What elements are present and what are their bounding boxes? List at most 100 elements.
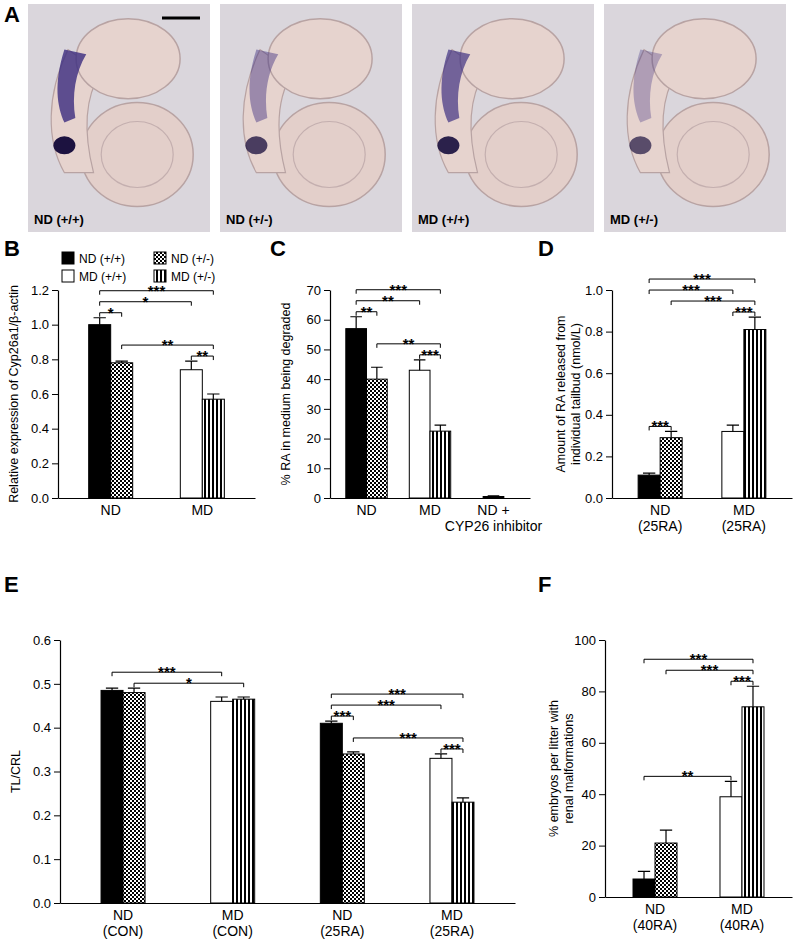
bar xyxy=(320,723,342,903)
y-tick: 0.8 xyxy=(585,324,612,339)
y-tick: 0.2 xyxy=(33,808,60,823)
x-axis: ND(40RA)MD(40RA) xyxy=(606,897,793,933)
y-tick: 60 xyxy=(307,312,330,327)
y-tick: 0 xyxy=(589,890,605,905)
x-tick: ND xyxy=(356,498,376,518)
y-tick: 100 xyxy=(574,633,605,648)
y-tick: 0.6 xyxy=(31,387,58,402)
y-tick-label: 0.0 xyxy=(33,896,51,911)
y-tick: 0.4 xyxy=(31,421,58,436)
bar xyxy=(202,399,224,498)
y-tick-mark xyxy=(52,498,58,499)
embryo-tail-inner xyxy=(293,121,365,187)
embryo-head xyxy=(76,19,180,99)
error-bar xyxy=(347,752,359,754)
panel-label: F xyxy=(538,572,551,597)
error-bar xyxy=(106,688,118,690)
x-axis: NDMDND +CYP26 inhibitor xyxy=(331,498,543,534)
significance-label: *** xyxy=(443,740,461,757)
y-tick-mark xyxy=(54,728,60,729)
error-bar xyxy=(747,686,759,707)
y-tick-label: 40 xyxy=(307,372,321,387)
y-tick-mark xyxy=(54,772,60,773)
significance-label: *** xyxy=(651,417,669,434)
x-tick-label: MD(CON) xyxy=(212,907,252,939)
y-tick-mark xyxy=(324,349,330,350)
y-tick-mark xyxy=(606,373,612,374)
x-tick-label: MD xyxy=(419,502,441,518)
y-tick-label: 0.1 xyxy=(33,852,51,867)
significance-annotations: ********* xyxy=(100,282,214,364)
y-tick-label: 1.0 xyxy=(31,317,49,332)
y-tick-label: 0.2 xyxy=(31,456,49,471)
y-tick-label: 0.0 xyxy=(585,491,603,506)
significance-label: * xyxy=(186,674,192,691)
significance-label: ** xyxy=(162,336,174,353)
bar xyxy=(111,363,133,498)
significance-label: *** xyxy=(693,270,711,287)
y-axis-title: % RA in medium being degraded xyxy=(279,303,293,486)
error-bar xyxy=(94,318,106,325)
error-bar xyxy=(207,394,219,399)
x-axis-line xyxy=(613,498,793,499)
y-tick-label: 30 xyxy=(307,402,321,417)
y-tick: 0.2 xyxy=(585,449,612,464)
y-tick: 0.6 xyxy=(585,366,612,381)
image-background xyxy=(220,4,402,232)
figure: AND (+/+)ND (+/-)MD (+/+)MD (+/-)B0.00.2… xyxy=(0,0,800,942)
y-tick-label: 50 xyxy=(307,342,321,357)
bar-chart: F020406080100ND(40RA)MD(40RA)***********… xyxy=(538,572,793,933)
x-axis-line xyxy=(59,498,256,499)
y-tick-label: 60 xyxy=(307,312,321,327)
bar xyxy=(430,431,451,498)
significance-annotations: ************ xyxy=(356,281,440,363)
x-tick: MD(40RA) xyxy=(720,897,764,933)
y-tick-mark xyxy=(599,640,605,641)
y-tick: 0.0 xyxy=(585,491,612,506)
error-bar xyxy=(216,697,228,701)
x-tick: MD(25RA) xyxy=(430,903,474,939)
significance-label: *** xyxy=(704,292,722,309)
y-tick: 80 xyxy=(582,684,605,699)
y-tick: 1.0 xyxy=(585,283,612,298)
embryo-image: ND (+/+) xyxy=(28,4,210,232)
bar-chart: B0.00.20.40.60.81.01.2NDMD*********ND (+… xyxy=(4,236,256,518)
y-tick-mark xyxy=(324,468,330,469)
y-tick-mark xyxy=(606,290,612,291)
y-tick-mark xyxy=(324,439,330,440)
y-tick-label: 0.0 xyxy=(31,491,49,506)
y-tick-label: 0.4 xyxy=(33,720,51,735)
x-axis-line xyxy=(331,498,531,499)
y-tick-label: 0.2 xyxy=(585,449,603,464)
plot-area xyxy=(346,317,504,498)
y-tick-label: 100 xyxy=(574,633,596,648)
legend-label: ND (+/-) xyxy=(171,252,214,266)
y-tick: 10 xyxy=(307,461,330,476)
embryo-stain xyxy=(250,50,279,123)
embryo-tail-inner xyxy=(485,121,557,187)
y-tick-mark xyxy=(606,332,612,333)
y-tick: 20 xyxy=(307,431,330,446)
y-tick: 0.4 xyxy=(585,407,612,422)
significance-label: ** xyxy=(196,347,208,364)
significance-label: ** xyxy=(682,767,694,784)
plot-area xyxy=(101,688,474,903)
y-tick-mark xyxy=(52,463,58,464)
y-tick-label: 0.3 xyxy=(33,764,51,779)
y-axis-title: Relative expression of Cyp26a1/β-actin xyxy=(7,285,21,503)
embryo-tail xyxy=(657,102,769,206)
embryo-head xyxy=(268,19,372,99)
bar xyxy=(720,797,742,897)
y-axis: 020406080100 xyxy=(574,633,605,905)
bar-chart: D0.00.20.40.60.81.0ND(25RA)MD(25RA)*****… xyxy=(538,236,793,534)
bar xyxy=(342,754,364,903)
y-tick-label: 0.8 xyxy=(585,324,603,339)
y-tick-label: 70 xyxy=(307,283,321,298)
y-tick-mark xyxy=(54,684,60,685)
y-tick-label: 40 xyxy=(582,787,596,802)
y-tick: 0.4 xyxy=(33,720,60,735)
embryo-image: ND (+/-) xyxy=(220,4,402,232)
y-axis-line xyxy=(60,641,61,904)
y-axis-title: Amount of RA released fromindividual tai… xyxy=(554,315,583,472)
y-tick-mark xyxy=(52,359,58,360)
